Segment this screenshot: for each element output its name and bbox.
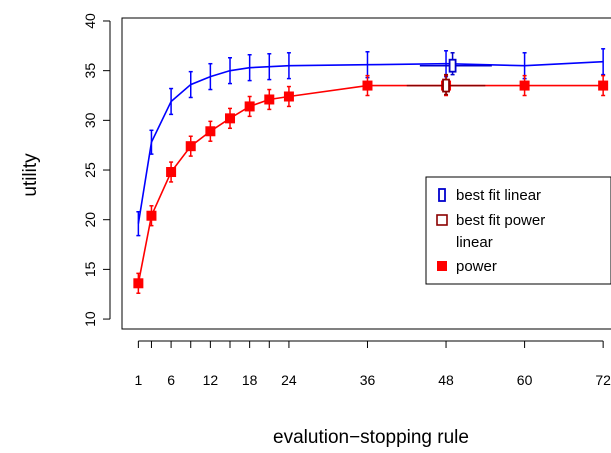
x-axis-title: evalution−stopping rule — [273, 427, 469, 448]
x-tick-label: 12 — [203, 372, 219, 388]
y-tick-label: 20 — [82, 212, 98, 228]
legend-label-best-fit-linear: best fit linear — [456, 187, 541, 204]
x-tick-label: 6 — [167, 372, 175, 388]
y-tick-label: 15 — [82, 261, 98, 277]
y-tick-label: 10 — [82, 311, 98, 327]
y-axis: 10 15 20 25 30 35 40 — [82, 13, 111, 327]
data-point-power — [264, 94, 275, 105]
x-tick-label: 24 — [281, 372, 297, 388]
data-point-power — [362, 80, 373, 91]
x-tick-label: 48 — [438, 372, 454, 388]
best-fit-marker — [442, 78, 450, 93]
legend-marker-best-fit-power — [436, 214, 448, 226]
series-linear — [136, 48, 606, 237]
data-point-power — [598, 80, 609, 91]
legend-box — [425, 176, 611, 285]
legend-marker-power — [437, 261, 447, 271]
data-point-power — [244, 101, 255, 112]
x-tick-label: 36 — [360, 372, 376, 388]
best-fit-marker — [448, 58, 457, 73]
data-point-power — [185, 141, 196, 152]
y-tick-label: 40 — [82, 13, 98, 29]
x-tick-label: 60 — [517, 372, 533, 388]
legend-label-best-fit-power: best fit power — [456, 212, 545, 229]
plot-frame — [121, 17, 611, 330]
best-fit-layer — [406, 52, 492, 96]
data-point-power — [146, 210, 157, 221]
best-fit-linear — [419, 52, 492, 76]
data-point-power — [205, 126, 216, 137]
data-point-power — [519, 80, 530, 91]
data-point-power — [225, 113, 236, 124]
y-tick-label: 35 — [82, 63, 98, 79]
x-tick-label: 1 — [134, 372, 142, 388]
data-point-power — [133, 278, 144, 289]
plot-border — [121, 17, 611, 330]
legend: best fit linear best fit power linear power — [425, 176, 611, 285]
x-axis: 1 6 12 18 24 36 48 60 72 — [134, 340, 611, 388]
x-tick-label: 18 — [242, 372, 258, 388]
x-tick-label: 72 — [595, 372, 611, 388]
y-axis-title: utility — [20, 153, 41, 197]
y-tick-label: 30 — [82, 112, 98, 128]
data-point-power — [283, 91, 294, 102]
legend-label-power: power — [456, 258, 497, 275]
best-fit-power — [406, 73, 486, 96]
data-point-power — [166, 167, 177, 178]
legend-marker-best-fit-linear — [438, 188, 446, 202]
legend-label-linear: linear — [456, 234, 493, 251]
y-tick-label: 25 — [82, 162, 98, 178]
